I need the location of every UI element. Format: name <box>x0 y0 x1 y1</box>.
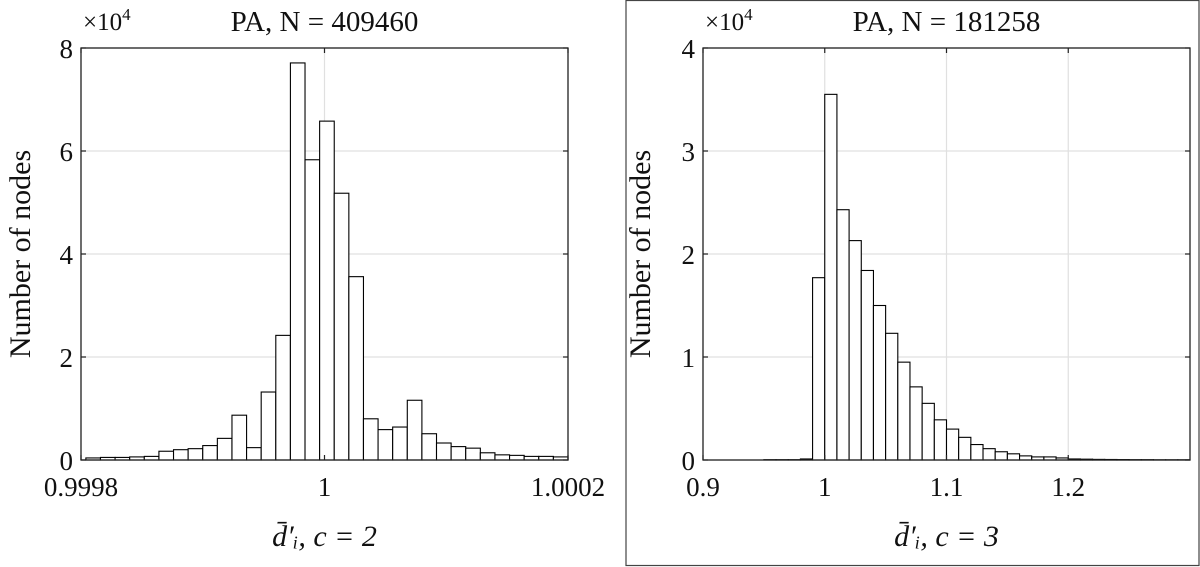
histogram-bar <box>172 449 189 461</box>
histogram-bar <box>509 454 525 461</box>
y-tick-label: 2 <box>682 240 696 270</box>
histogram-bar <box>435 442 452 461</box>
histogram-bar <box>836 209 850 461</box>
histogram-bar <box>406 399 423 461</box>
histogram-bar <box>824 93 838 461</box>
histogram-bar <box>202 445 218 461</box>
histogram-bar <box>450 446 467 461</box>
x-axis-label: d̄′ᵢ, c = 3 <box>894 520 999 553</box>
x-tick-label: 1 <box>818 472 832 502</box>
y-axis-label: Number of nodes <box>4 150 37 358</box>
histogram-bar <box>333 192 350 461</box>
x-tick-label: 1.1 <box>930 472 964 502</box>
y-multiplier-exponent: 4 <box>122 5 131 24</box>
histogram-bar <box>945 428 960 461</box>
histogram-bar <box>260 391 277 461</box>
histogram-bar <box>362 418 379 461</box>
x-tick-label: 1.2 <box>1051 472 1085 502</box>
histogram-bar <box>958 436 972 461</box>
y-multiplier: ×104 <box>83 5 131 36</box>
y-multiplier: ×104 <box>705 5 753 36</box>
y-tick-label: 8 <box>60 34 74 64</box>
x-tick-label: 1.0002 <box>531 472 605 502</box>
histogram-bar <box>860 269 875 461</box>
histogram-bar <box>982 448 996 461</box>
y-tick-label: 0 <box>60 446 74 476</box>
histogram-bar <box>187 448 204 461</box>
y-multiplier-base: ×10 <box>705 9 744 36</box>
y-tick-label: 1 <box>682 343 696 373</box>
histogram-bar <box>392 426 408 461</box>
histogram-bar <box>289 62 306 461</box>
histogram-bar <box>994 451 1008 461</box>
y-multiplier-exponent: 4 <box>744 5 753 24</box>
histogram-bar <box>158 450 175 461</box>
histogram-bar <box>216 437 233 461</box>
right-panel-border <box>625 0 1200 567</box>
histogram-bar <box>465 447 481 461</box>
y-axis-label: Number of nodes <box>624 150 657 358</box>
histogram-bar <box>479 452 496 461</box>
histogram-bar <box>319 120 335 461</box>
histogram-bar <box>970 443 984 461</box>
histogram-bar <box>872 304 887 461</box>
x-axis-label: d̄′ᵢ, c = 2 <box>272 520 377 553</box>
histogram-bar <box>848 240 862 461</box>
histogram-bar <box>897 361 911 461</box>
y-tick-label: 4 <box>60 240 74 270</box>
histogram-bar <box>909 386 923 461</box>
x-tick-label: 0.9998 <box>44 472 118 502</box>
histogram-bar <box>1006 453 1021 461</box>
chart-title: PA, N = 181258 <box>853 6 1041 38</box>
histogram-bar <box>494 454 511 461</box>
x-tick-label: 1 <box>318 472 332 502</box>
y-tick-label: 6 <box>60 137 74 167</box>
histogram-bar <box>885 332 899 461</box>
histogram-bar <box>304 159 321 461</box>
x-tick-label: 0.9 <box>686 472 720 502</box>
chart-title: PA, N = 409460 <box>231 6 419 38</box>
histogram-bar <box>246 447 262 461</box>
y-tick-label: 4 <box>682 34 696 64</box>
y-tick-label: 0 <box>682 446 696 476</box>
histogram-bar <box>348 276 365 461</box>
y-tick-label: 3 <box>682 137 696 167</box>
y-tick-label: 2 <box>60 343 74 373</box>
histogram-bar <box>275 334 291 461</box>
histogram-bar <box>812 277 826 461</box>
histogram-bar <box>231 414 248 461</box>
histogram-bar <box>421 433 438 461</box>
histogram-bar <box>377 429 394 461</box>
y-multiplier-base: ×10 <box>83 9 122 36</box>
histogram-bar <box>933 419 948 461</box>
histogram-bar <box>921 402 935 461</box>
